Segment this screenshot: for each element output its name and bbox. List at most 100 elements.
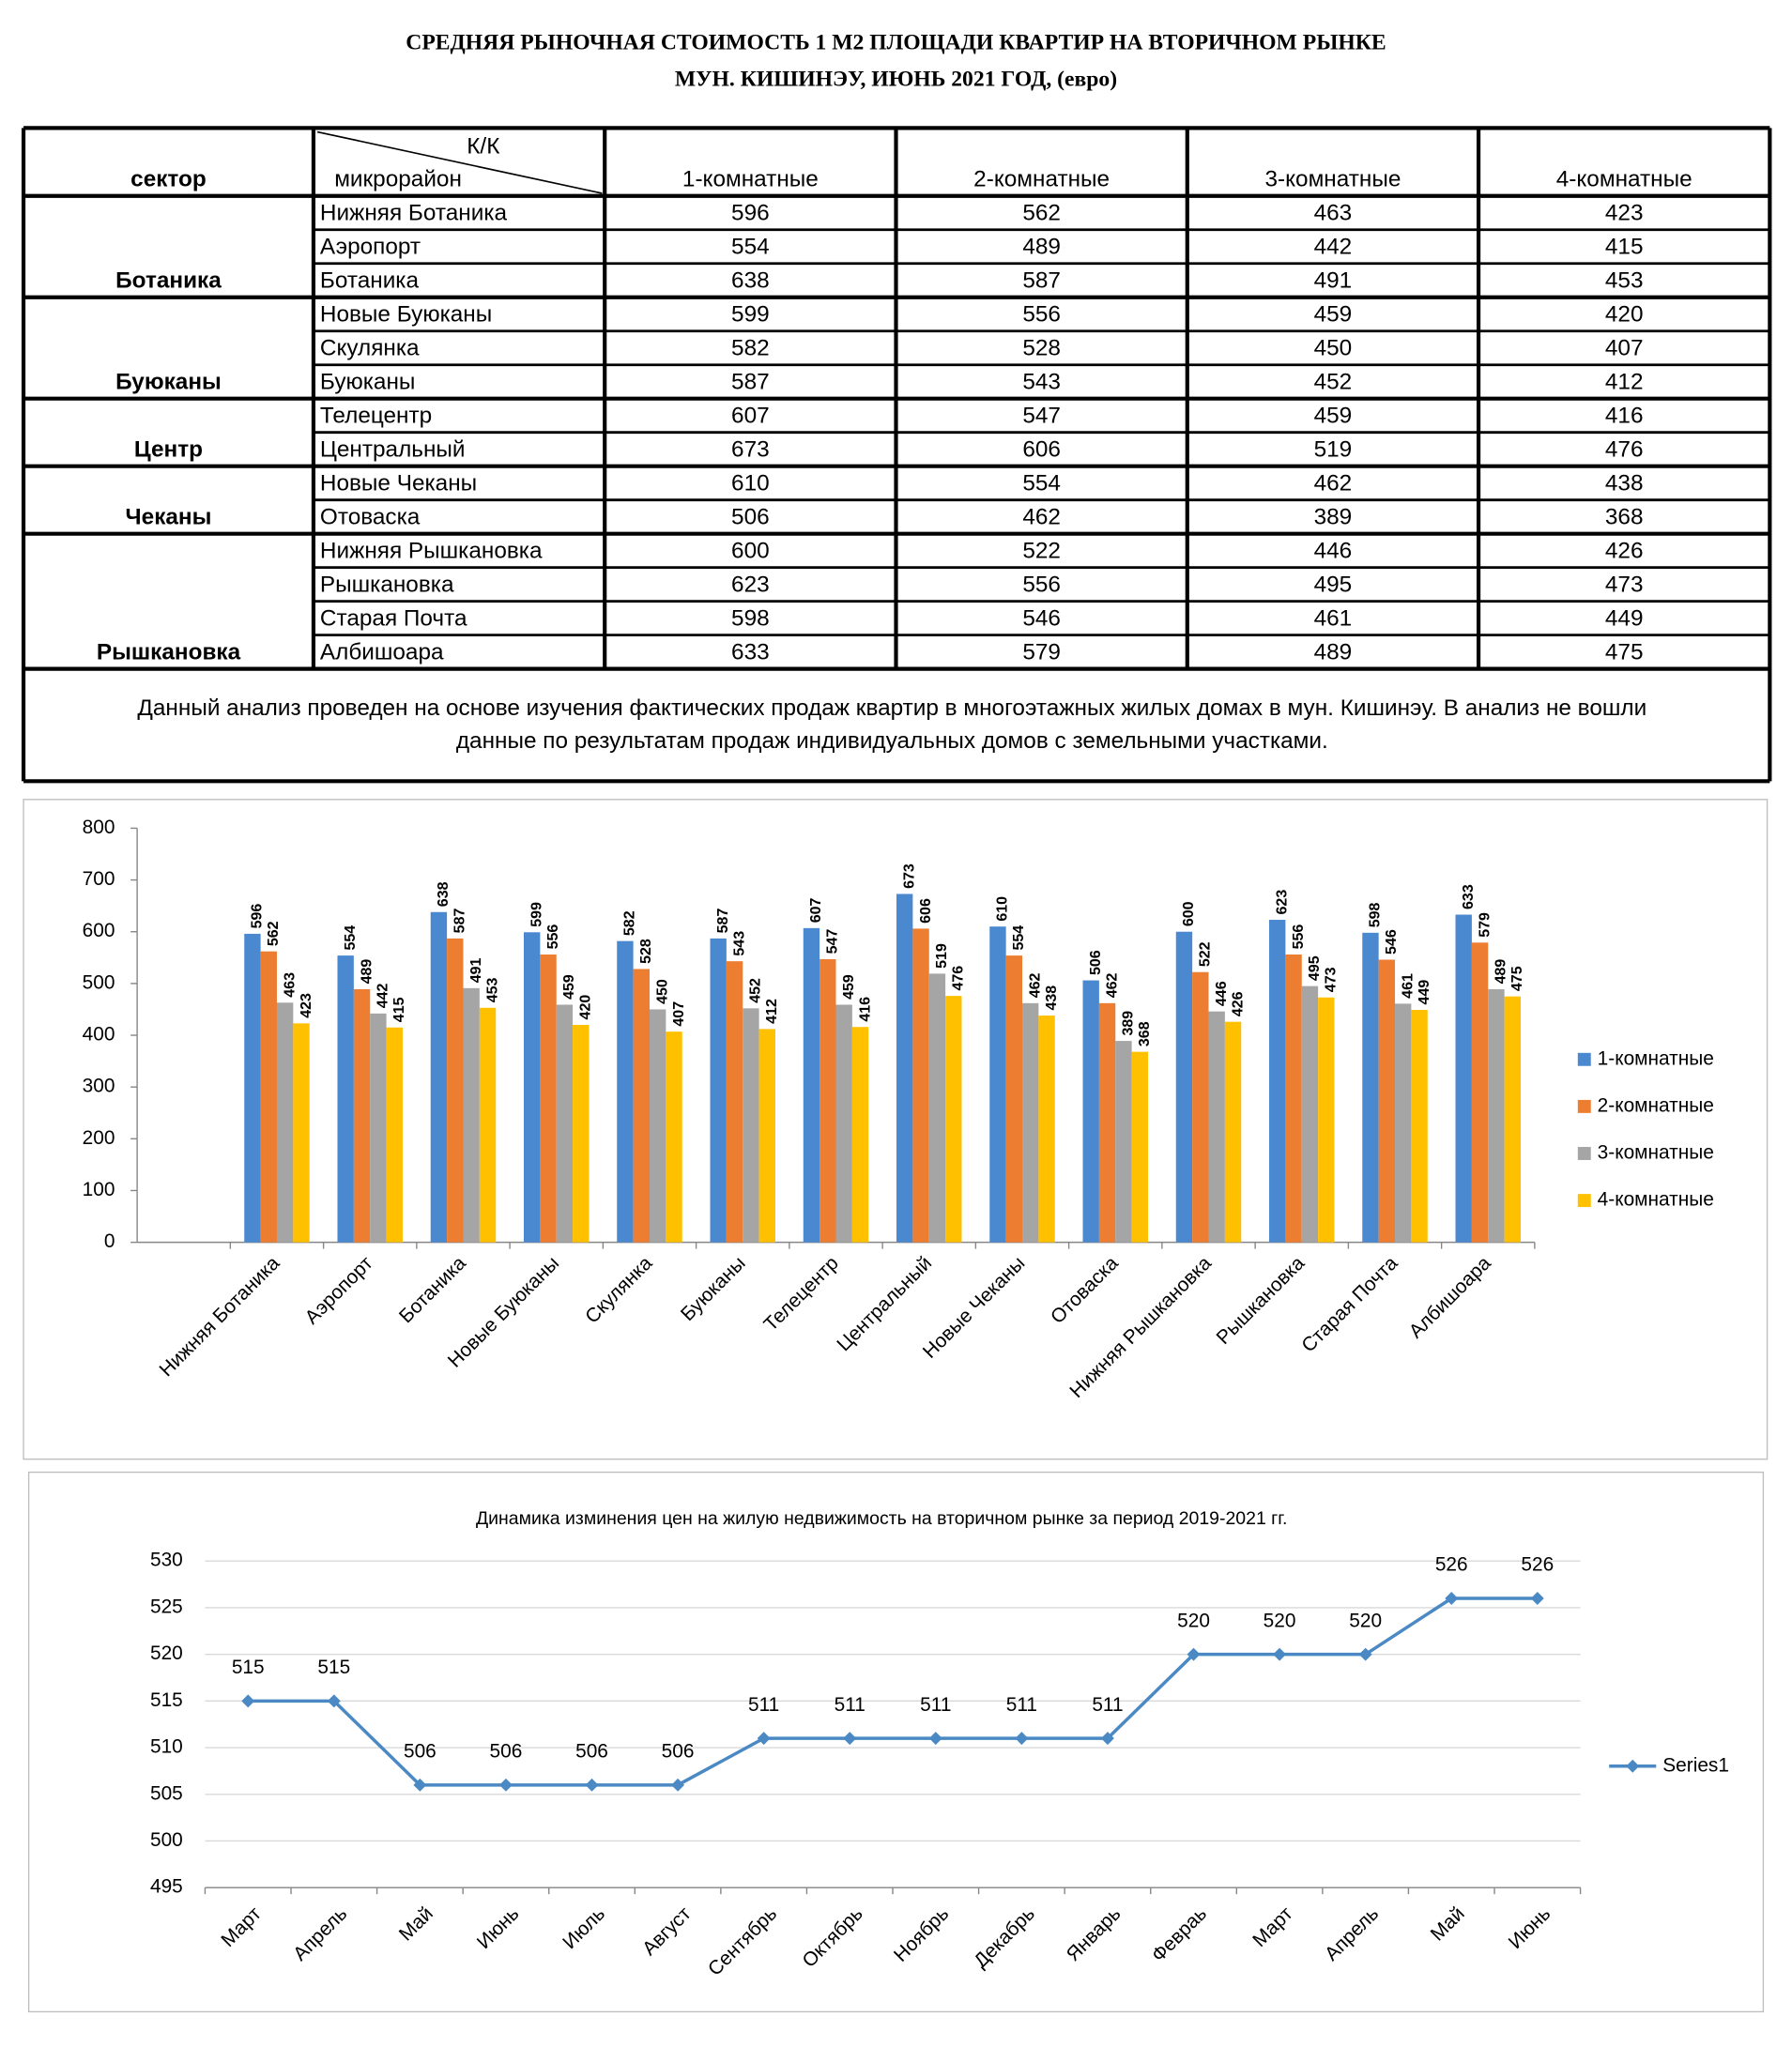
table-cell: 547 <box>1022 404 1061 429</box>
y-tick-label: 530 <box>150 1550 183 1571</box>
value-label: 489 <box>359 959 375 985</box>
y-tick-label: 600 <box>83 920 115 941</box>
bar <box>1192 971 1209 1243</box>
value-label: 462 <box>1104 972 1120 998</box>
bar <box>479 1007 497 1243</box>
bar <box>1098 1002 1116 1243</box>
line-series <box>248 1596 1538 1787</box>
value-label: 473 <box>1324 967 1340 992</box>
legend-marker <box>1626 1759 1640 1773</box>
table-cell: 491 <box>1314 268 1353 294</box>
table-cell: Телецентр <box>320 404 432 429</box>
value-label: 554 <box>1011 925 1027 951</box>
x-tick-label: Октябрь <box>798 1902 867 1972</box>
value-label: 446 <box>1214 981 1230 1006</box>
table-cell: 554 <box>1022 471 1061 496</box>
value-label: 515 <box>232 1657 265 1678</box>
bar <box>1362 932 1379 1243</box>
header-cell: микрорайон <box>334 167 462 192</box>
value-label: 556 <box>545 924 561 950</box>
value-label: 515 <box>317 1657 350 1678</box>
legend-label: 1-комнатные <box>1598 1047 1714 1069</box>
value-label: 416 <box>857 997 873 1022</box>
bar <box>1269 920 1286 1243</box>
point-marker <box>1445 1592 1459 1605</box>
table-cell: Аэропорт <box>320 235 421 260</box>
table-cell: 475 <box>1605 639 1644 665</box>
legend-swatch <box>1577 1099 1591 1113</box>
value-label: 476 <box>951 966 967 991</box>
table-cell: Отоваска <box>320 504 421 529</box>
table-cell: Ботаника <box>320 268 420 294</box>
bar <box>1488 988 1505 1243</box>
table-cell: 489 <box>1022 235 1061 260</box>
x-tick-label: Рышкановка <box>1213 1252 1310 1349</box>
point-marker <box>1187 1647 1201 1661</box>
y-tick-label: 800 <box>83 817 115 838</box>
rule <box>316 130 603 194</box>
table-cell: 407 <box>1605 336 1644 361</box>
sector-label: Чеканы <box>126 504 212 529</box>
value-label: 452 <box>748 978 764 1003</box>
x-tick-label: Июнь <box>473 1902 524 1953</box>
bar <box>617 940 634 1243</box>
value-label: 450 <box>654 979 670 1004</box>
table-cell: 587 <box>731 370 770 395</box>
x-tick-label: Апрель <box>289 1902 351 1964</box>
table-cell: 556 <box>1022 302 1061 328</box>
bar <box>1082 980 1099 1243</box>
bar <box>353 988 371 1243</box>
x-tick-label: Ноябрь <box>890 1902 954 1966</box>
value-label: 495 <box>1307 955 1323 981</box>
x-tick-label: Центральный <box>833 1252 936 1355</box>
table-cell: 420 <box>1605 302 1644 328</box>
table-cell: 368 <box>1605 504 1644 529</box>
table-cell: 459 <box>1314 404 1353 429</box>
bar <box>1471 942 1489 1243</box>
x-tick-label: Телецентр <box>759 1252 843 1336</box>
point-marker <box>843 1732 857 1746</box>
table-cell: 438 <box>1605 471 1644 496</box>
table-cell: 610 <box>731 471 770 496</box>
value-label: 562 <box>266 921 282 946</box>
bar <box>912 928 929 1243</box>
table-cell: 587 <box>1022 268 1061 294</box>
value-label: 506 <box>662 1741 695 1763</box>
y-tick-label: 495 <box>150 1876 183 1898</box>
point-marker <box>1273 1647 1287 1661</box>
bar <box>370 1013 387 1243</box>
table-cell: 453 <box>1605 268 1644 294</box>
sector-label: Буюканы <box>115 370 222 395</box>
table-cell: Старая Почта <box>320 605 467 631</box>
y-tick-label: 520 <box>150 1642 183 1664</box>
x-tick-label: Январь <box>1063 1902 1126 1965</box>
table-cell: 543 <box>1022 370 1061 395</box>
table-cell: 495 <box>1314 572 1353 597</box>
value-label: 520 <box>1349 1610 1382 1631</box>
title-line: СРЕДНЯЯ РЫНОЧНАЯ СТОИМОСТЬ 1 М2 ПЛОЩАДИ … <box>406 31 1386 55</box>
x-tick-label: Ботаника <box>395 1252 470 1327</box>
header-cell: 4-комнатные <box>1556 167 1692 192</box>
table-cell: 673 <box>731 437 770 463</box>
table-cell: 442 <box>1314 235 1353 260</box>
bar <box>896 894 913 1243</box>
x-tick-label: Албишоара <box>1405 1252 1495 1342</box>
y-tick-label: 200 <box>83 1127 115 1149</box>
table-cell: Новые Чеканы <box>320 471 477 496</box>
value-label: 506 <box>575 1741 608 1763</box>
point-marker <box>928 1732 942 1746</box>
value-label: 587 <box>452 909 468 934</box>
value-label: 389 <box>1121 1011 1137 1036</box>
bar <box>819 958 836 1243</box>
bar <box>1131 1051 1148 1243</box>
value-label: 528 <box>638 939 654 964</box>
bar <box>945 996 962 1243</box>
table-cell: 519 <box>1314 437 1353 463</box>
bar <box>726 961 743 1243</box>
bar <box>1285 954 1302 1243</box>
table-cell: 389 <box>1314 504 1353 529</box>
table-cell: 423 <box>1605 201 1644 226</box>
value-label: 526 <box>1521 1554 1554 1576</box>
value-label: 463 <box>282 972 298 998</box>
table-cell: 489 <box>1314 639 1353 665</box>
